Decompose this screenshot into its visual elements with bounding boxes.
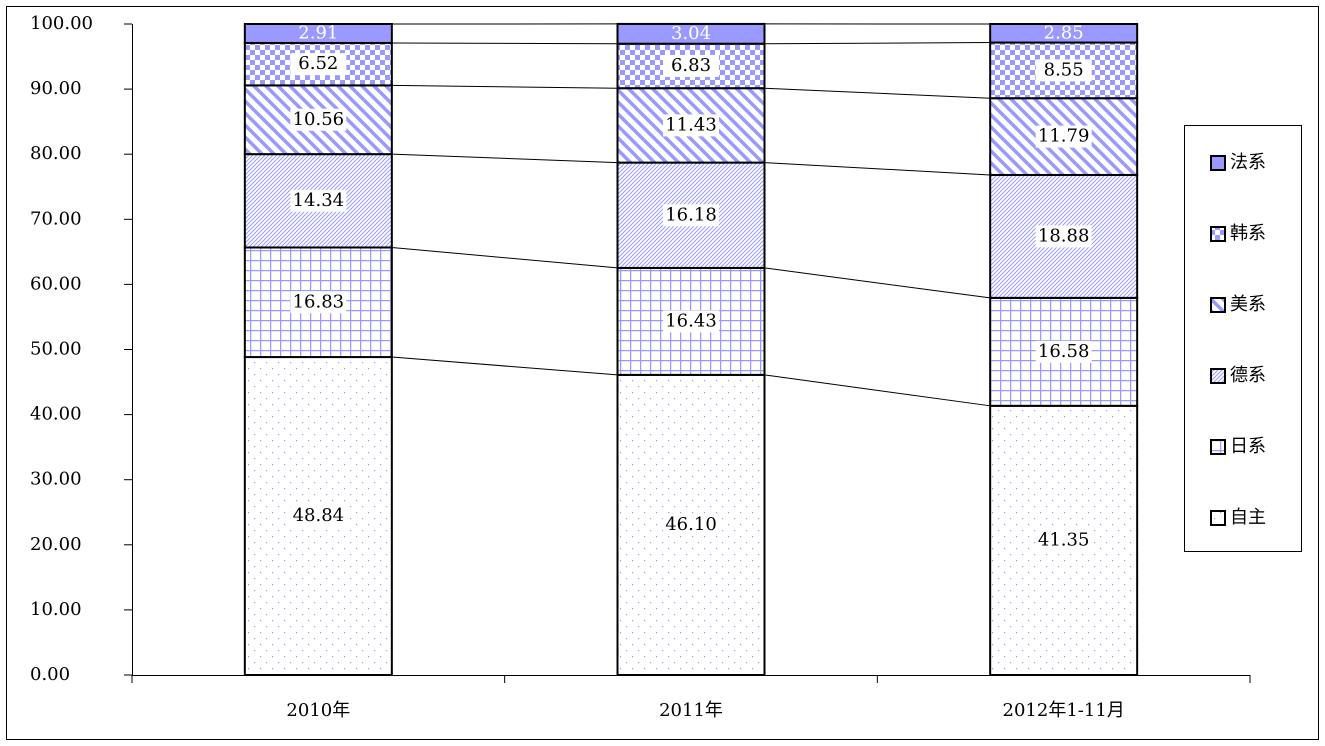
data-label-bg: [663, 114, 719, 137]
series-line: [391, 84, 618, 89]
bar-segment: [243, 23, 393, 44]
data-label-bg: [1035, 125, 1092, 148]
data-label: 18.88: [1038, 225, 1090, 246]
series-line: [764, 42, 991, 45]
y-tick-label: 0.00: [30, 664, 70, 685]
series-line: [764, 162, 991, 176]
x-tick-label: 2011年: [659, 700, 723, 721]
data-label: 11.79: [1038, 126, 1090, 147]
y-tick-label: 10.00: [30, 599, 82, 620]
data-label-bg: [1035, 225, 1092, 248]
data-label-bg: [663, 513, 719, 536]
legend-swatch: [1210, 297, 1226, 313]
legend-swatch: [1210, 368, 1226, 384]
bar-segment: [989, 23, 1139, 44]
data-label: 11.43: [665, 114, 717, 135]
data-label: 14.34: [293, 190, 345, 211]
data-label: 2.85: [1044, 22, 1084, 43]
data-label: 8.55: [1044, 59, 1084, 80]
legend-label: 美系: [1230, 294, 1266, 315]
data-label: 16.43: [665, 310, 717, 331]
data-label-bg: [1035, 59, 1092, 82]
series-line: [764, 87, 991, 99]
data-label-bg: [290, 189, 347, 212]
data-label: 41.35: [1038, 529, 1090, 550]
data-label: 16.83: [293, 291, 345, 312]
series-line: [391, 153, 618, 164]
legend-label: 德系: [1230, 365, 1266, 386]
legend-swatch: [1210, 155, 1226, 171]
data-label-bg: [290, 505, 347, 528]
data-label: 48.84: [293, 505, 345, 526]
x-tick-label: 2012年1-11月: [1003, 700, 1125, 721]
legend-swatch: [1210, 439, 1226, 455]
data-label-bg: [290, 53, 347, 76]
data-label: 6.52: [298, 53, 338, 74]
x-tick-label: 2010年: [286, 700, 350, 721]
series-line: [764, 374, 991, 407]
bar-segment: [616, 22, 766, 45]
y-tick-label: 100.00: [30, 13, 93, 34]
data-label-bg: [663, 54, 719, 77]
y-tick-label: 30.00: [30, 469, 82, 490]
y-tick-label: 40.00: [30, 404, 82, 425]
legend-label: 自主: [1230, 507, 1266, 528]
data-label: 16.18: [665, 204, 717, 225]
y-tick-label: 20.00: [30, 534, 82, 555]
data-label-bg: [663, 204, 719, 227]
data-label-bg: [290, 108, 347, 131]
data-label-bg: [1035, 340, 1092, 363]
legend-label: 法系: [1230, 152, 1266, 173]
legend-label: 日系: [1230, 436, 1266, 457]
series-line: [391, 246, 618, 269]
legend-swatch: [1210, 510, 1226, 526]
legend-box: [1184, 125, 1302, 552]
y-tick-label: 80.00: [30, 143, 82, 164]
data-label: 3.04: [671, 23, 711, 44]
y-tick-label: 90.00: [30, 78, 82, 99]
y-tick-label: 50.00: [30, 339, 82, 360]
series-line: [391, 42, 618, 45]
y-tick-label: 70.00: [30, 208, 82, 229]
legend-label: 韩系: [1230, 223, 1266, 244]
data-label: 6.83: [671, 55, 711, 76]
data-label-bg: [1035, 529, 1092, 552]
data-label: 2.91: [298, 22, 338, 43]
data-label-bg: [663, 310, 719, 333]
data-label: 16.58: [1038, 341, 1090, 362]
data-label-bg: [290, 291, 347, 314]
data-label: 46.10: [665, 514, 717, 535]
data-label: 10.56: [293, 109, 345, 130]
y-tick-label: 60.00: [30, 273, 82, 294]
legend-swatch: [1210, 226, 1226, 242]
series-line: [764, 267, 991, 299]
series-line: [391, 356, 618, 376]
